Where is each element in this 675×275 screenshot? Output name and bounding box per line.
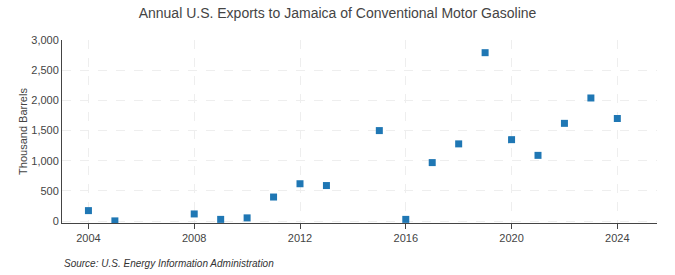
- svg-text:2008: 2008: [182, 232, 206, 244]
- svg-text:2,500: 2,500: [31, 64, 59, 76]
- svg-text:Thousand Barrels: Thousand Barrels: [17, 88, 29, 175]
- svg-text:2,000: 2,000: [31, 94, 59, 106]
- svg-text:2024: 2024: [605, 232, 629, 244]
- svg-text:2020: 2020: [499, 232, 523, 244]
- svg-text:0: 0: [53, 215, 59, 227]
- svg-text:2016: 2016: [394, 232, 418, 244]
- svg-text:Annual U.S. Exports to Jamaica: Annual U.S. Exports to Jamaica of Conven…: [139, 5, 537, 21]
- svg-text:1,000: 1,000: [31, 155, 59, 167]
- svg-text:2012: 2012: [288, 232, 312, 244]
- svg-text:500: 500: [40, 185, 58, 197]
- svg-text:Source: U.S. Energy Informatio: Source: U.S. Energy Information Administ…: [64, 258, 274, 269]
- svg-text:1,500: 1,500: [31, 124, 59, 136]
- svg-text:2004: 2004: [76, 232, 100, 244]
- svg-text:3,000: 3,000: [31, 34, 59, 46]
